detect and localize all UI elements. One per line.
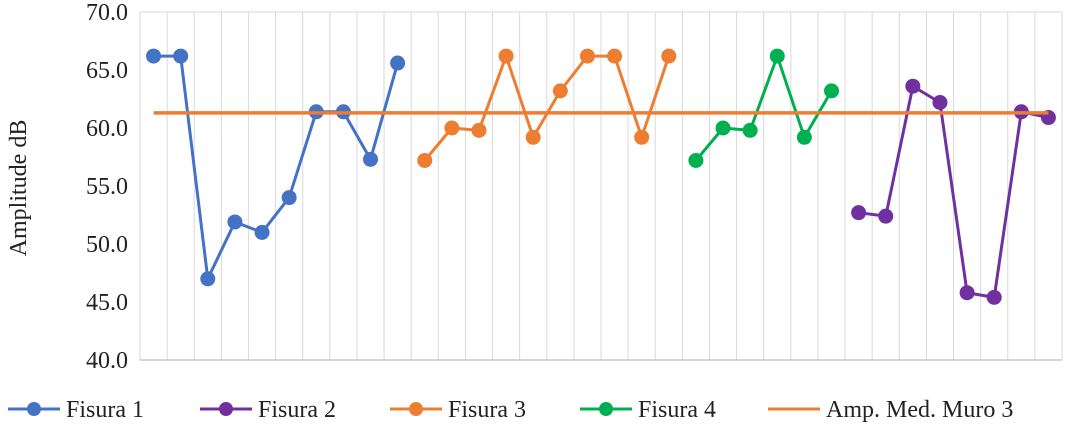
legend-entry: Fisura 4 [580,397,716,423]
legend-label: Fisura 2 [258,397,336,423]
data-point [634,129,650,145]
data-point [390,55,406,71]
grid-layer [139,11,1063,361]
data-point [932,94,948,110]
y-tick-label: 70.0 [86,0,128,26]
data-point [742,122,758,138]
data-point [661,48,677,64]
legend-label: Fisura 1 [66,397,144,423]
data-point [363,151,378,167]
data-point [254,224,270,240]
data-point [471,122,487,138]
legend-label: Amp. Med. Muro 3 [826,397,1013,423]
data-point [905,78,921,94]
legend-label: Fisura 3 [448,397,526,423]
data-point [878,208,894,224]
series-layer [146,48,1056,305]
legend-entry: Amp. Med. Muro 3 [768,397,1013,423]
y-tick-label: 40.0 [86,348,128,374]
series-fisura-3 [417,48,677,168]
data-point [851,205,867,221]
data-point [986,289,1002,305]
data-point [525,129,541,145]
series-line [153,54,400,281]
y-tick-label: 45.0 [86,290,128,316]
data-point [959,285,975,301]
data-point [796,129,812,145]
y-tick-label: 50.0 [86,232,128,258]
data-point [444,120,460,136]
data-point [715,120,731,136]
legend-entry: Fisura 3 [390,397,526,423]
series-fisura-1 [146,48,406,287]
data-point [173,48,189,64]
y-tick-labels: 40.0 45.0 50.0 55.0 60.0 65.0 70.0 [86,0,128,374]
legend-marker [27,402,41,416]
data-point [552,83,568,99]
series-line [858,84,1049,299]
data-point [769,48,785,64]
legend-marker [219,402,233,416]
data-point [824,83,839,99]
y-axis-title: Amplitude dB [6,120,32,257]
data-point [200,271,216,287]
data-point [607,48,623,64]
legend-entry: Fisura 1 [8,397,144,423]
data-point [227,214,243,230]
data-point [498,48,514,64]
data-point [688,152,704,168]
data-point [146,48,162,64]
legend-entry: Fisura 2 [200,397,336,423]
y-tick-label: 55.0 [86,174,128,200]
legend-marker [599,402,613,416]
data-point [281,190,297,206]
legend-label: Fisura 4 [638,397,716,423]
y-tick-label: 60.0 [86,116,128,142]
legend: Fisura 1 Fisura 2 Fisura 3 Fisura 4 Amp. Med… [8,397,1013,423]
legend-marker [409,402,423,416]
data-point [579,48,595,64]
series-fisura-4 [688,48,839,168]
y-tick-label: 65.0 [86,58,128,84]
data-point [417,152,433,168]
